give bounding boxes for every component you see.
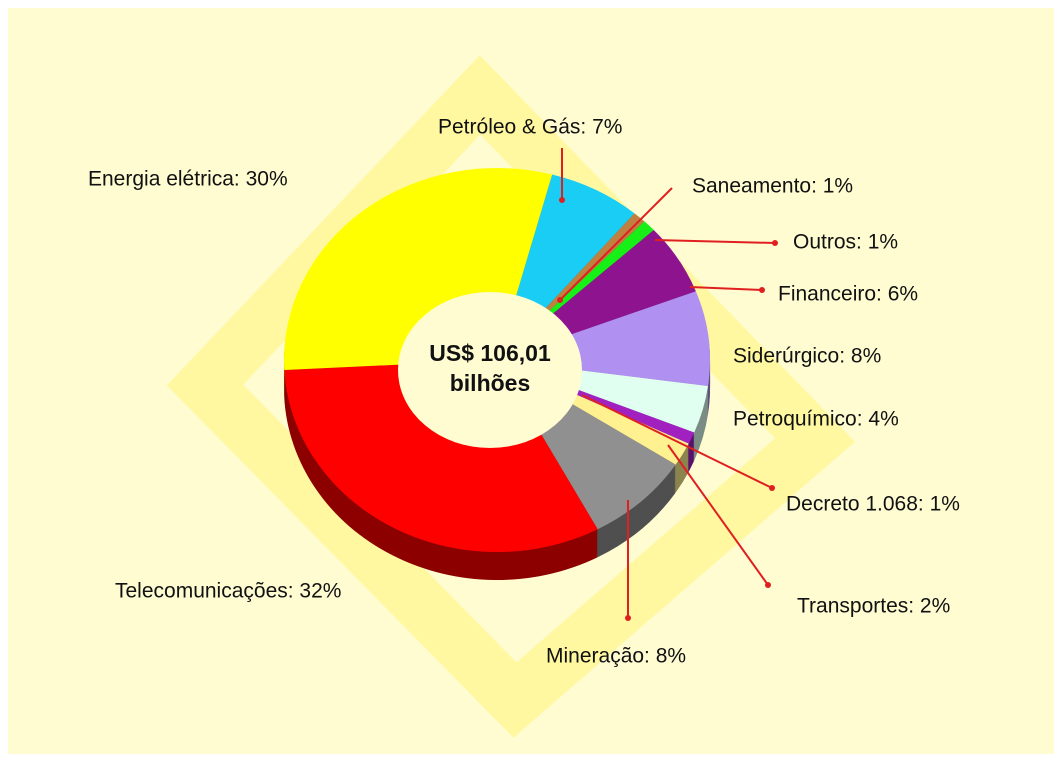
slice-label: Outros: 1% xyxy=(793,231,898,254)
leader-dot xyxy=(625,615,631,621)
leader-dot xyxy=(759,287,765,293)
leader-line xyxy=(689,286,763,291)
center-label: bilhões xyxy=(450,370,531,396)
slice-label: Financeiro: 6% xyxy=(778,283,918,306)
slice-label: Petróleo & Gás: 7% xyxy=(438,116,622,139)
slice-label: Energia elétrica: 30% xyxy=(88,168,288,191)
center-label: US$ 106,01 xyxy=(429,340,551,366)
leader-dot xyxy=(765,582,771,588)
leader-line xyxy=(559,187,673,301)
leader-line xyxy=(667,444,769,586)
leader-line xyxy=(654,239,776,244)
slice-label: Siderúrgico: 8% xyxy=(733,345,881,368)
pie: US$ 106,01 bilhões xyxy=(284,167,710,580)
leader-dot xyxy=(769,485,775,491)
leader-dot xyxy=(772,240,778,246)
leader-dot xyxy=(559,197,565,203)
slice-label: Transportes: 2% xyxy=(797,595,950,618)
labels: Petróleo & Gás: 7% Saneamento: 1% Outros: … xyxy=(88,116,960,668)
leader-dot xyxy=(557,297,563,303)
slice-label: Mineração: 8% xyxy=(546,645,686,668)
slice-label: Saneamento: 1% xyxy=(692,175,853,198)
leader-line xyxy=(581,394,773,489)
decoration xyxy=(166,55,856,738)
slice-label: Petroquímico: 4% xyxy=(733,408,899,431)
slice-label: Decreto 1.068: 1% xyxy=(786,493,960,516)
slice-label: Telecomunicações: 32% xyxy=(115,580,341,603)
center-hole xyxy=(398,292,582,448)
